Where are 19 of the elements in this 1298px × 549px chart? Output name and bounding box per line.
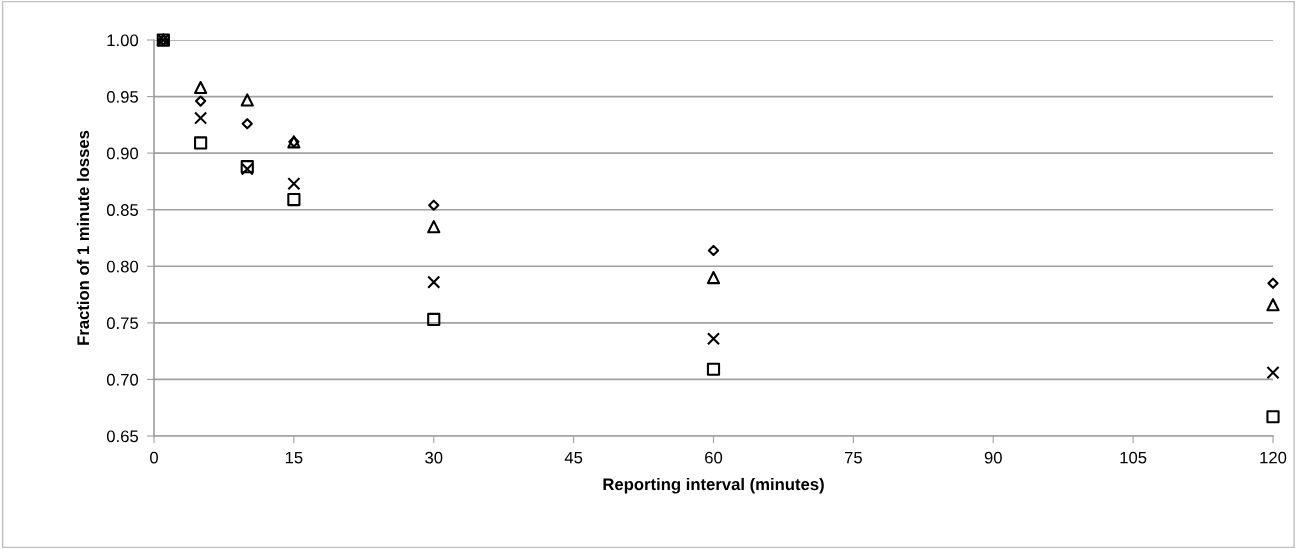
y-tick-label: 0.95 — [106, 90, 139, 103]
y-tick-label: 0.85 — [106, 204, 139, 216]
x-axis-title: Reporting interval (minutes) — [603, 477, 824, 494]
x-tick-label: 120 — [1260, 451, 1287, 464]
x-tick-label: 45 — [564, 451, 583, 464]
x-tick-label: 30 — [425, 451, 443, 464]
y-tick-label: 0.90 — [106, 147, 139, 160]
x-tick-label: 105 — [1120, 451, 1147, 464]
x-tick-label: 60 — [705, 451, 723, 464]
y-tick-label: 0.65 — [106, 430, 139, 443]
x-tick-label: 0 — [150, 451, 158, 464]
y-tick-label: 1.00 — [107, 34, 139, 47]
x-tick-label: 75 — [844, 451, 862, 464]
y-tick-label: 0.80 — [106, 260, 139, 273]
y-tick-label: 0.75 — [106, 317, 139, 330]
x-tick-label: 15 — [285, 451, 303, 464]
y-axis-title: Fraction of 1 minute losses — [76, 130, 90, 345]
y-tick-label: 0.70 — [106, 373, 139, 386]
x-tick-label: 90 — [984, 451, 1002, 464]
